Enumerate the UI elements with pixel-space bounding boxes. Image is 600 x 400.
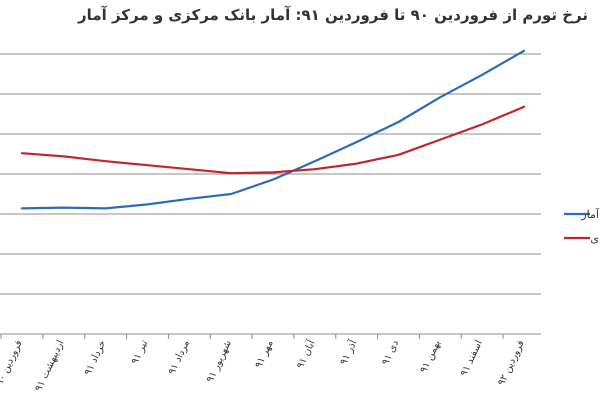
- legend-label-2: ی: [590, 232, 599, 245]
- x-tick-label: اردیبهشت ۹۱: [33, 339, 66, 394]
- chart-title: نرخ تورم از فروردین ۹۰ تا فروردین ۹۱: آم…: [78, 6, 588, 24]
- x-tick-label: دی ۹۱: [380, 339, 401, 367]
- legend: آمار ی: [564, 207, 600, 245]
- x-tick-label: شهریور ۹۱: [205, 339, 234, 385]
- x-tick-label: آبان ۹۱: [293, 337, 318, 371]
- x-tick-label: فروردین ۹۲: [496, 338, 527, 387]
- x-tick-label: خرداد ۹۱: [83, 339, 109, 377]
- legend-label-1: آمار: [580, 207, 600, 221]
- x-tick-label: مهر ۹۱: [253, 339, 275, 370]
- x-tick-label: تیر ۹۱: [130, 338, 151, 366]
- x-tick-label: اسفند ۹۱: [459, 339, 485, 378]
- x-tick-label: بهمن ۹۱: [418, 339, 443, 375]
- x-tick-label: آذر ۹۱: [337, 337, 360, 367]
- x-tick-label: فروردین ۹۰: [0, 338, 25, 387]
- x-tick-labels: فروردین ۹۰ اردیبهشت ۹۱ خرداد ۹۱ تیر ۹۱ مرداد…: [0, 337, 527, 394]
- grid-lines: [0, 53, 541, 295]
- x-tick-marks: [0, 334, 504, 339]
- series-lines: [20, 49, 526, 210]
- series-line-2: [20, 105, 526, 175]
- x-tick-label: مرداد ۹۱: [167, 339, 192, 377]
- series-line-1: [20, 49, 526, 210]
